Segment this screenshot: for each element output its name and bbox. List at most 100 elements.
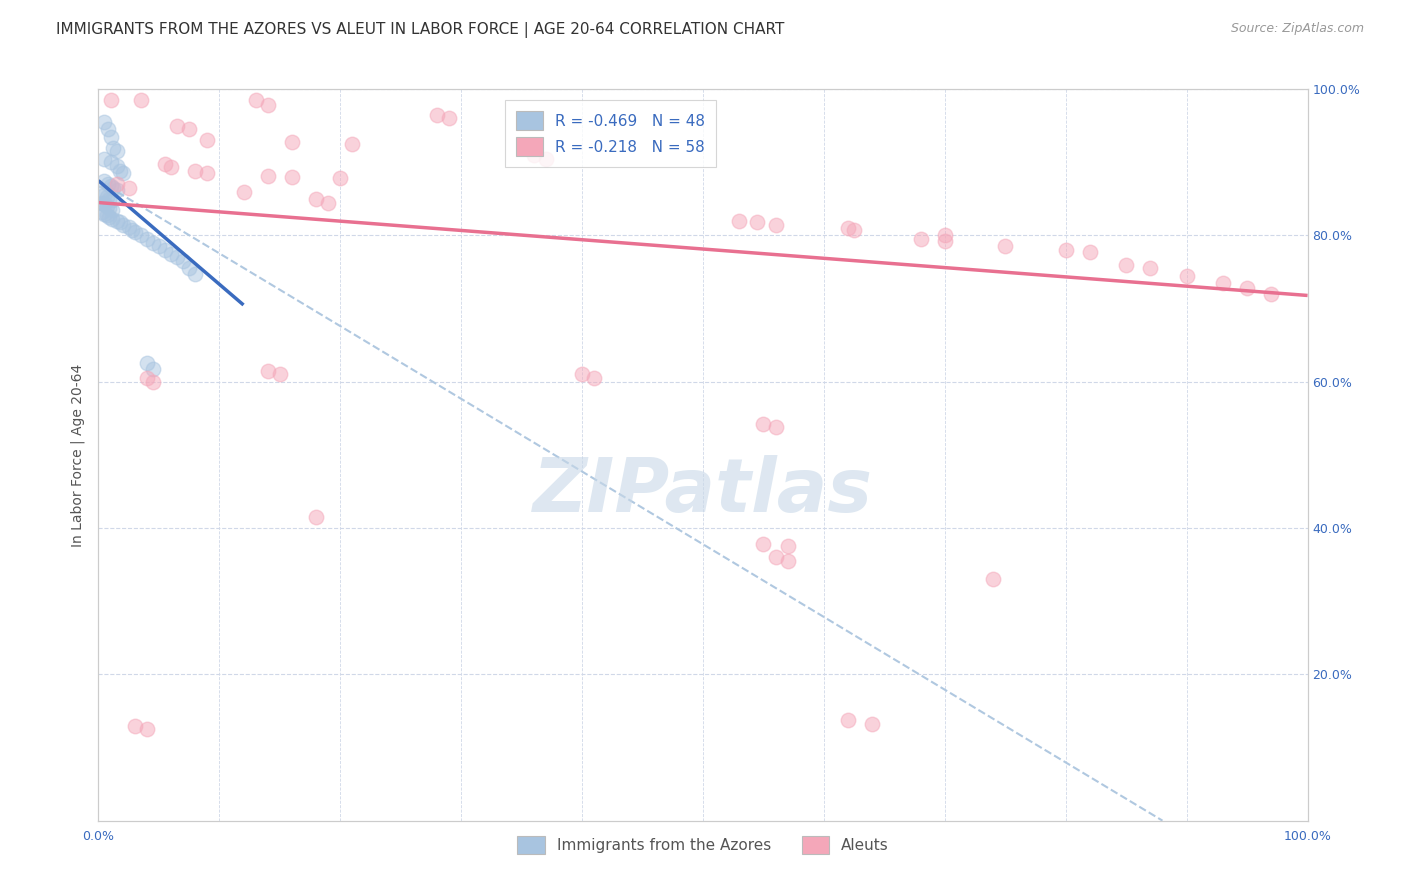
Point (148, 239, 170, 253)
Point (534, 152, 557, 166)
Point (96, 190, 118, 204)
Point (142, 375, 165, 389)
Point (91, 195, 114, 210)
Point (135, 356, 157, 371)
Point (135, 723, 157, 737)
Point (160, 161, 183, 175)
Point (305, 510, 328, 524)
Point (256, 364, 278, 378)
Point (184, 164, 207, 178)
Point (108, 215, 131, 229)
Point (305, 192, 328, 206)
Point (994, 239, 1017, 253)
Point (860, 717, 883, 731)
Point (97, 122, 120, 136)
Point (118, 181, 141, 195)
Point (728, 214, 751, 228)
Point (96, 208, 118, 222)
Point (837, 221, 859, 235)
Point (105, 159, 128, 173)
Point (111, 218, 134, 232)
Point (118, 219, 141, 234)
Point (93, 188, 115, 202)
Point (765, 218, 787, 232)
Point (135, 232, 157, 246)
Point (934, 235, 956, 249)
Point (329, 171, 352, 186)
Point (269, 368, 291, 382)
Point (166, 251, 188, 265)
Text: IMMIGRANTS FROM THE AZORES VS ALEUT IN LABOR FORCE | AGE 20-64 CORRELATION CHART: IMMIGRANTS FROM THE AZORES VS ALEUT IN L… (56, 22, 785, 38)
Point (111, 166, 134, 180)
Point (98, 192, 121, 206)
Point (281, 135, 304, 149)
Point (97, 178, 120, 192)
Point (752, 537, 775, 551)
Point (1054, 243, 1077, 257)
Point (195, 166, 218, 180)
Point (101, 141, 124, 155)
Y-axis label: In Labor Force | Age 20-64: In Labor Force | Age 20-64 (70, 363, 84, 547)
Point (142, 361, 165, 376)
Point (93, 173, 115, 188)
Point (437, 112, 460, 126)
Point (105, 145, 128, 159)
Point (342, 136, 364, 151)
Point (135, 371, 157, 385)
Text: Source: ZipAtlas.com: Source: ZipAtlas.com (1230, 22, 1364, 36)
Text: ZIPatlas: ZIPatlas (533, 455, 873, 528)
Point (166, 119, 188, 133)
Point (981, 572, 1004, 586)
Point (100, 194, 122, 208)
Point (1115, 258, 1137, 272)
Point (571, 368, 593, 382)
Point (245, 93, 267, 107)
Point (100, 155, 122, 169)
Point (1236, 281, 1258, 295)
Point (232, 185, 254, 199)
Point (523, 148, 546, 162)
Point (765, 550, 787, 565)
Point (91, 186, 114, 200)
Point (426, 108, 449, 122)
Point (1212, 276, 1234, 290)
Point (142, 235, 165, 250)
Point (108, 164, 131, 178)
Point (153, 157, 176, 171)
Point (124, 718, 146, 732)
Point (121, 222, 143, 236)
Point (100, 202, 122, 217)
Point (316, 195, 339, 210)
Point (281, 169, 304, 184)
Point (100, 93, 122, 107)
Point (153, 243, 176, 257)
Point (100, 178, 122, 193)
Point (1139, 261, 1161, 276)
Point (179, 122, 201, 136)
Point (101, 181, 124, 195)
Point (105, 183, 128, 197)
Point (96, 199, 118, 213)
Point (93, 197, 115, 211)
Point (129, 228, 152, 243)
Point (98, 211, 121, 225)
Point (98, 201, 121, 215)
Point (124, 225, 146, 239)
Point (1175, 268, 1198, 283)
Point (91, 205, 114, 219)
Legend: Immigrants from the Azores, Aleuts: Immigrants from the Azores, Aleuts (510, 830, 896, 861)
Point (776, 554, 799, 568)
Point (747, 215, 769, 229)
Point (93, 152, 115, 166)
Point (910, 232, 932, 246)
Point (256, 98, 278, 112)
Point (129, 93, 152, 107)
Point (583, 371, 606, 385)
Point (934, 228, 956, 243)
Point (105, 214, 128, 228)
Point (765, 420, 787, 434)
Point (256, 169, 278, 183)
Point (837, 713, 859, 727)
Point (195, 133, 218, 147)
Point (172, 254, 194, 268)
